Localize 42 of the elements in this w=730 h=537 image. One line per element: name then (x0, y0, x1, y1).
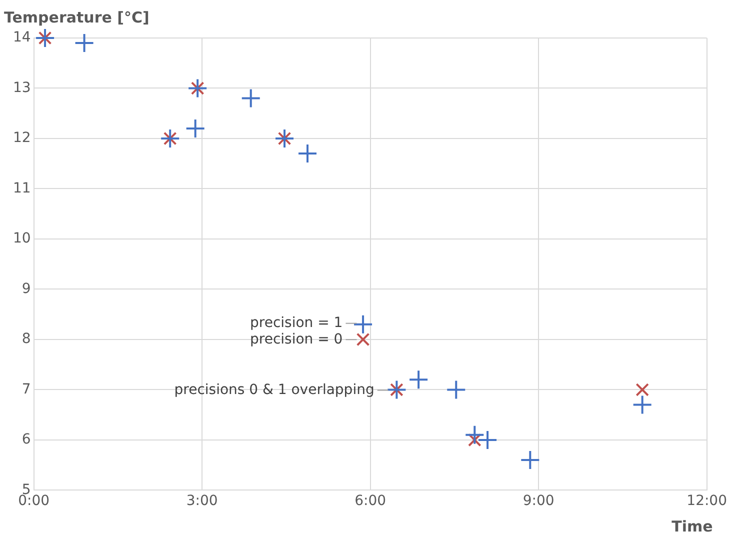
y-tick-label: 8 (22, 331, 31, 348)
point (278, 132, 292, 146)
point (298, 144, 318, 164)
y-tick-label: 6 (22, 432, 31, 448)
point (188, 78, 208, 98)
point (356, 332, 370, 346)
annotation: precisions 0 & 1 overlapping (174, 382, 374, 398)
y-tick-label: 13 (12, 80, 31, 96)
y-axis-title: Temperature [°C] (4, 8, 150, 26)
point (632, 394, 652, 415)
point (520, 450, 540, 470)
y-tick-label: 14 (12, 30, 31, 46)
x-axis-title: Time (672, 517, 713, 536)
point (636, 383, 649, 396)
point (190, 82, 204, 95)
y-tick-label: 9 (22, 280, 31, 297)
point (446, 380, 466, 400)
y-tick-label: 12 (12, 130, 31, 146)
annotation: precision = 1 (250, 314, 343, 331)
x-tick-label: 3:00 (186, 493, 218, 510)
point (185, 118, 206, 138)
x-tick-label: 6:00 (354, 493, 386, 510)
y-tick-label: 10 (12, 230, 31, 247)
point (478, 430, 498, 450)
point (353, 314, 374, 334)
annotation: precision = 0 (250, 331, 343, 348)
point (464, 424, 485, 445)
y-tick-label: 7 (22, 381, 31, 398)
point (160, 128, 180, 148)
point (38, 31, 52, 45)
point (386, 380, 407, 400)
y-tick-label: 11 (12, 180, 31, 196)
point (35, 28, 56, 48)
point (408, 370, 429, 390)
point (274, 128, 295, 148)
point (468, 433, 482, 447)
x-tick-label: 9:00 (522, 493, 554, 510)
x-tick-label: 12:00 (686, 493, 728, 510)
point (240, 88, 261, 108)
point (390, 383, 404, 396)
point (74, 33, 94, 54)
point (163, 132, 177, 146)
